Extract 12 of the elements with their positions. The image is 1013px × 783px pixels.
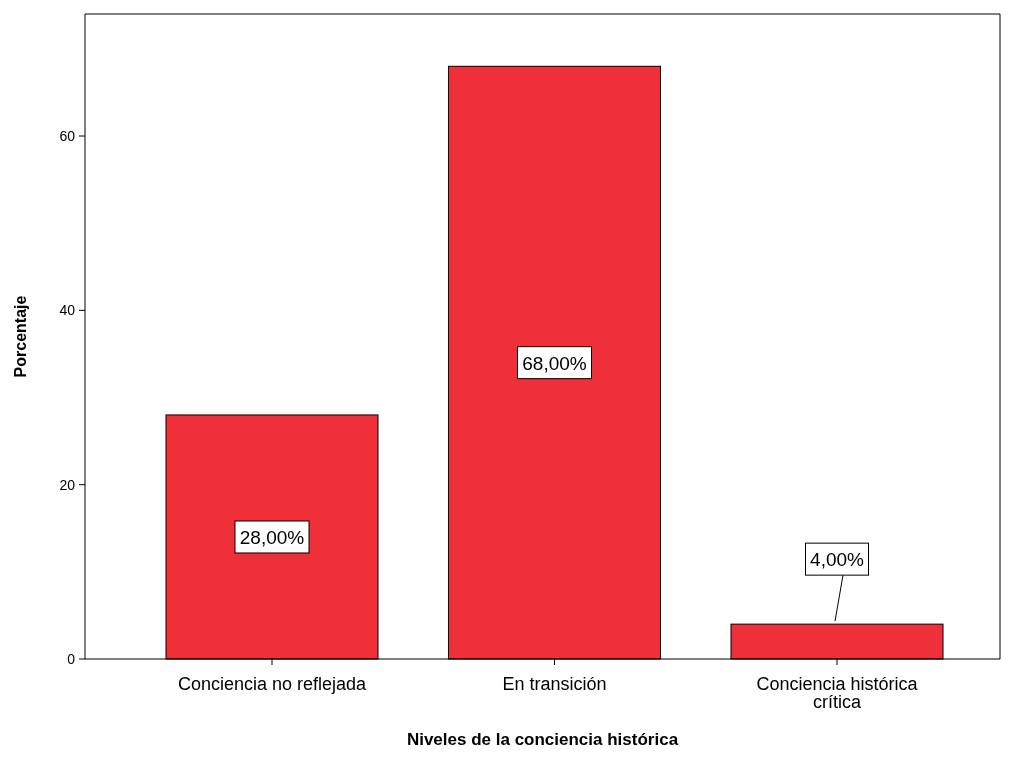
y-tick-label: 20 xyxy=(59,476,76,493)
y-tick-label: 40 xyxy=(59,302,76,319)
data-label: 68,00% xyxy=(522,352,587,374)
x-tick-label: Conciencia histórica crítica xyxy=(756,674,919,712)
data-label: 28,00% xyxy=(239,526,305,548)
y-tick-label: 60 xyxy=(59,128,76,145)
x-tick-label: Conciencia no reflejada xyxy=(177,674,368,694)
y-tick-label: 0 xyxy=(67,651,76,667)
data-label: 4,00% xyxy=(810,549,865,571)
y-axis-title: Porcentaje xyxy=(12,295,29,378)
x-axis-title: Niveles de la conciencia histórica xyxy=(406,730,679,749)
x-tick-label: En transición xyxy=(502,674,607,694)
